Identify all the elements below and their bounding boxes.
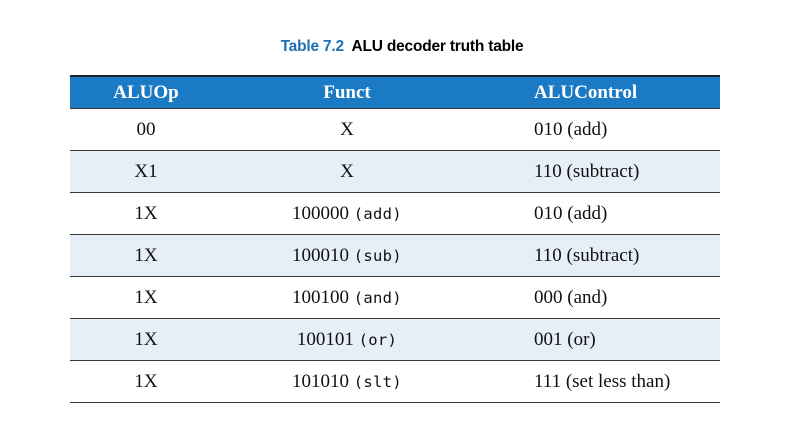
table-row: 1X 100101 (or) 001 (or): [70, 318, 720, 361]
cell-alucontrol: 000 (and): [472, 276, 720, 319]
cell-alucontrol: 010 (add): [472, 108, 720, 151]
cell-aluop: X1: [70, 150, 222, 193]
cell-aluop: 1X: [70, 192, 222, 235]
funct-code: X: [340, 160, 354, 182]
cell-alucontrol: 001 (or): [472, 318, 720, 361]
cell-funct: 100100 (and): [222, 276, 472, 319]
table-row: 1X 100100 (and) 000 (and): [70, 276, 720, 319]
table-row: 1X 100010 (sub) 110 (subtract): [70, 234, 720, 277]
cell-funct: X: [222, 108, 472, 151]
table-title: ALU decoder truth table: [351, 38, 524, 55]
funct-op: (slt): [353, 372, 402, 391]
table-row: 00 X 010 (add): [70, 108, 720, 151]
table-row: 1X 100000 (add) 010 (add): [70, 192, 720, 235]
funct-op: (add): [353, 204, 402, 223]
cell-aluop: 1X: [70, 318, 222, 361]
cell-aluop: 1X: [70, 234, 222, 277]
cell-funct: 100000 (add): [222, 192, 472, 235]
funct-code: X: [340, 118, 354, 140]
cell-aluop: 00: [70, 108, 222, 151]
alu-decoder-table: ALUOp Funct ALUControl 00 X 010 (add) X1…: [70, 75, 720, 403]
cell-funct: 101010 (slt): [222, 360, 472, 403]
header-alucontrol: ALUControl: [472, 75, 720, 109]
table-caption: Table 7.2 ALU decoder truth table: [0, 38, 804, 56]
funct-op: (and): [353, 288, 402, 307]
cell-alucontrol: 010 (add): [472, 192, 720, 235]
funct-code: 100100: [292, 286, 350, 308]
cell-alucontrol: 110 (subtract): [472, 234, 720, 277]
cell-funct: 100101 (or): [222, 318, 472, 361]
cell-alucontrol: 110 (subtract): [472, 150, 720, 193]
funct-code: 100000: [292, 202, 350, 224]
funct-code: 101010: [292, 370, 350, 392]
table-number: Table 7.2: [280, 38, 345, 55]
table-row: X1 X 110 (subtract): [70, 150, 720, 193]
funct-code: 100101: [296, 328, 354, 350]
header-funct: Funct: [222, 75, 472, 109]
table-row: 1X 101010 (slt) 111 (set less than): [70, 360, 720, 403]
cell-funct: 100010 (sub): [222, 234, 472, 277]
cell-funct: X: [222, 150, 472, 193]
cell-aluop: 1X: [70, 276, 222, 319]
funct-op: (sub): [353, 246, 402, 265]
cell-aluop: 1X: [70, 360, 222, 403]
funct-op: (or): [358, 330, 398, 349]
table-header-row: ALUOp Funct ALUControl: [70, 75, 720, 109]
funct-code: 100010: [292, 244, 350, 266]
cell-alucontrol: 111 (set less than): [472, 360, 720, 403]
header-aluop: ALUOp: [70, 75, 222, 109]
